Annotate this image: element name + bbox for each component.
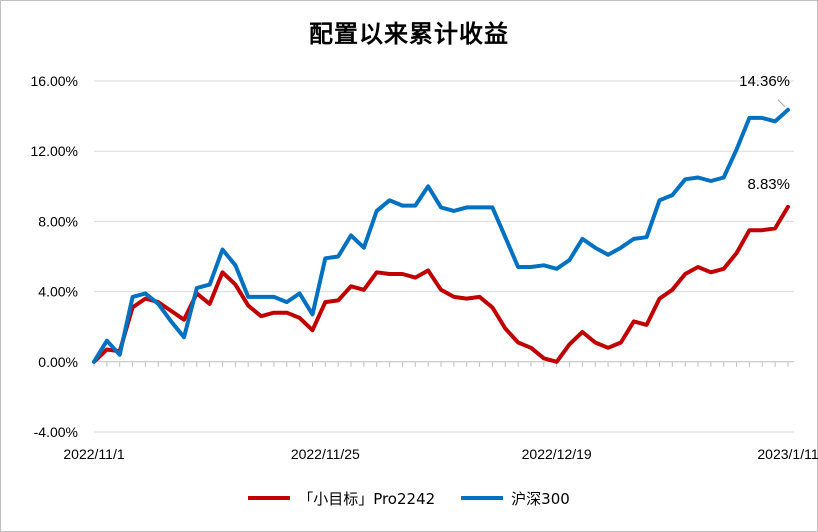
x-tick-label: 2023/1/11 bbox=[757, 446, 818, 462]
x-tick-label: 2022/11/1 bbox=[63, 446, 124, 462]
legend-swatch-series-1 bbox=[248, 496, 291, 500]
legend: 「小目标」Pro2242 沪深300 bbox=[0, 486, 818, 510]
data-label-series-2: 14.36% bbox=[739, 73, 790, 90]
data-label-series-1: 8.83% bbox=[747, 176, 790, 193]
legend-item-series-1: 「小目标」Pro2242 bbox=[248, 488, 435, 509]
series-line-2 bbox=[92, 107, 790, 364]
y-tick-label: 8.00% bbox=[38, 213, 78, 229]
x-tick-label: 2022/11/25 bbox=[291, 446, 360, 462]
y-tick-label: 16.00% bbox=[31, 73, 78, 89]
legend-swatch-series-2 bbox=[461, 496, 504, 500]
legend-label-series-2: 沪深300 bbox=[511, 489, 570, 508]
axes: -4.00% 0.00% 4.00% 8.00% 12.00% 16.00% 2022/11… bbox=[31, 73, 818, 462]
series-line-1 bbox=[92, 204, 790, 364]
y-tick-label: 0.00% bbox=[38, 354, 78, 370]
data-labels: 8.83% 14.36% bbox=[739, 73, 790, 193]
y-tick-label: 12.00% bbox=[31, 143, 78, 159]
chart-title: 配置以来累计收益 bbox=[309, 20, 509, 48]
x-tick-label: 2022/12/19 bbox=[522, 446, 592, 462]
y-tick-label: 4.00% bbox=[38, 284, 78, 300]
y-tick-label: -4.00% bbox=[34, 424, 78, 440]
legend-label-series-1: 「小目标」Pro2242 bbox=[298, 489, 436, 508]
legend-item-series-2: 沪深300 bbox=[461, 488, 570, 509]
series-lines bbox=[92, 107, 790, 364]
data-label-leader bbox=[777, 99, 786, 108]
gridlines bbox=[94, 80, 794, 433]
